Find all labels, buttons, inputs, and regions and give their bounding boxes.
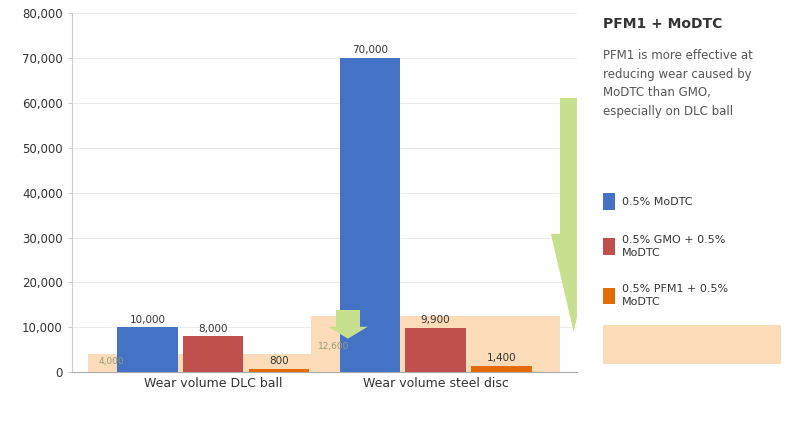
Bar [311,316,560,372]
Bar [336,310,360,327]
Text: 0.5% PFM1 + 0.5%
MoDTC: 0.5% PFM1 + 0.5% MoDTC [622,284,728,307]
Text: 8,000: 8,000 [198,324,228,334]
Bar [340,58,400,372]
Text: 800: 800 [269,356,289,366]
Text: PFM1 is more effective at
reducing wear caused by
MoDTC than GMO,
especially on : PFM1 is more effective at reducing wear … [603,49,752,118]
Text: 4,000: 4,000 [99,357,124,366]
Text: 70,000: 70,000 [352,45,388,55]
Polygon shape [328,327,367,339]
Polygon shape [551,234,596,332]
Text: 1,400: 1,400 [486,354,516,363]
Text: 0.5% MoDTC: 0.5% MoDTC [622,196,693,207]
Text: 5W30 oil baseline wear: 5W30 oil baseline wear [611,338,748,351]
Bar [249,369,309,372]
Text: 12,600: 12,600 [318,342,349,351]
Bar [559,98,587,234]
Bar [88,354,338,372]
Bar [117,327,178,372]
Bar [471,366,532,372]
Text: 9,900: 9,900 [421,315,450,325]
Bar [183,336,243,372]
Text: 10,000: 10,000 [130,315,166,325]
Text: PFM1 + MoDTC: PFM1 + MoDTC [603,17,722,31]
Text: 0.5% GMO + 0.5%
MoDTC: 0.5% GMO + 0.5% MoDTC [622,235,725,258]
Bar [406,328,466,372]
